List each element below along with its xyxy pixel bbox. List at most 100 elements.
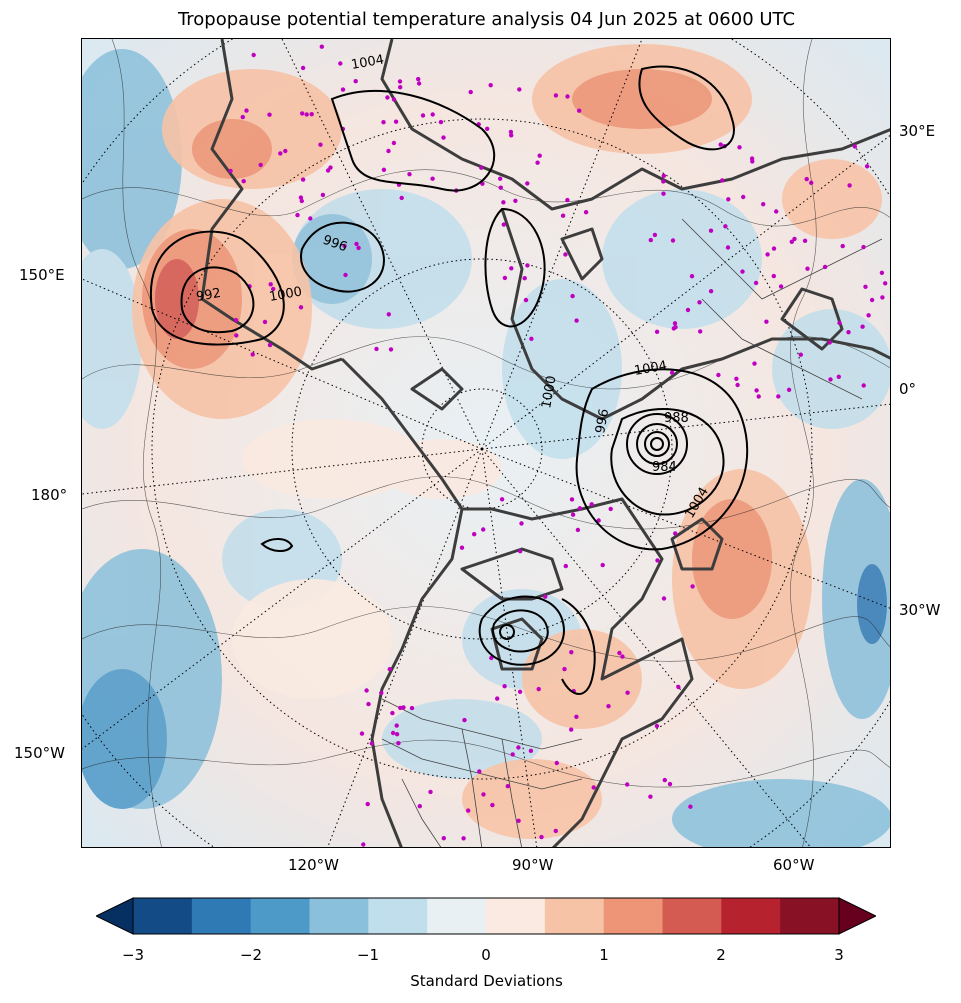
station-marker bbox=[295, 212, 300, 218]
lon-label-90w: 90°W bbox=[512, 856, 554, 874]
station-marker bbox=[407, 172, 412, 177]
station-marker bbox=[428, 789, 433, 795]
station-marker bbox=[560, 213, 566, 218]
isobar-label: 984 bbox=[652, 460, 677, 475]
isobar-label: 996 bbox=[593, 408, 612, 435]
station-marker bbox=[575, 527, 581, 533]
station-marker bbox=[251, 52, 256, 58]
station-marker bbox=[304, 112, 309, 117]
station-marker bbox=[388, 347, 394, 352]
station-marker bbox=[525, 263, 530, 268]
colorbar-bin bbox=[544, 898, 605, 934]
station-marker bbox=[536, 686, 541, 692]
station-marker bbox=[836, 374, 841, 379]
station-marker bbox=[466, 808, 471, 813]
station-marker bbox=[569, 497, 575, 502]
station-marker bbox=[847, 183, 852, 188]
station-marker bbox=[563, 252, 568, 257]
lon-label-0: 0° bbox=[899, 380, 917, 398]
station-marker bbox=[396, 741, 401, 746]
station-marker bbox=[735, 382, 740, 388]
station-marker bbox=[543, 594, 548, 599]
station-marker bbox=[852, 144, 857, 149]
tropopause-map: 1004 1000 996 992 988 984 1004 1000 996 … bbox=[82, 39, 890, 847]
station-marker bbox=[778, 284, 784, 289]
station-marker bbox=[673, 531, 678, 536]
station-marker bbox=[718, 142, 723, 147]
station-marker bbox=[516, 745, 521, 750]
station-marker bbox=[771, 246, 777, 251]
station-marker bbox=[513, 198, 518, 203]
lon-label-30e: 30°E bbox=[899, 122, 936, 140]
station-marker bbox=[570, 512, 576, 517]
colorbar-tick: −3 bbox=[121, 946, 145, 964]
station-marker bbox=[481, 527, 486, 532]
station-marker bbox=[320, 192, 326, 198]
station-marker bbox=[359, 731, 365, 736]
station-marker bbox=[481, 792, 486, 797]
station-marker bbox=[278, 151, 283, 156]
station-marker bbox=[676, 684, 681, 690]
station-marker bbox=[654, 723, 660, 729]
station-marker bbox=[661, 596, 667, 601]
station-marker bbox=[490, 802, 495, 808]
station-marker bbox=[673, 325, 678, 330]
station-marker bbox=[863, 284, 868, 289]
station-marker bbox=[600, 562, 605, 568]
station-marker bbox=[517, 689, 523, 694]
station-marker bbox=[409, 705, 415, 711]
station-marker bbox=[353, 79, 358, 84]
station-marker bbox=[398, 705, 403, 711]
station-marker bbox=[517, 87, 522, 92]
station-marker bbox=[792, 236, 797, 242]
station-marker bbox=[740, 269, 745, 274]
station-marker bbox=[509, 266, 514, 271]
station-marker bbox=[569, 650, 574, 655]
isobar-label: 1000 bbox=[539, 374, 560, 409]
station-marker bbox=[394, 723, 399, 728]
station-marker bbox=[328, 165, 333, 170]
station-marker bbox=[340, 87, 346, 92]
station-marker bbox=[416, 81, 422, 86]
station-marker bbox=[827, 340, 832, 345]
colorbar-tick: 1 bbox=[599, 946, 609, 964]
station-marker bbox=[228, 168, 233, 174]
station-marker bbox=[535, 160, 540, 165]
station-marker bbox=[589, 502, 594, 507]
station-marker bbox=[723, 224, 728, 229]
station-marker bbox=[244, 108, 249, 113]
station-marker bbox=[318, 142, 323, 147]
station-marker bbox=[670, 238, 676, 243]
graticule bbox=[82, 39, 890, 847]
station-marker bbox=[554, 760, 559, 766]
station-marker bbox=[300, 177, 306, 182]
station-marker bbox=[716, 372, 721, 378]
station-marker bbox=[577, 108, 582, 113]
station-marker bbox=[308, 216, 313, 221]
station-marker bbox=[385, 95, 390, 100]
colorbar-bin bbox=[191, 898, 252, 934]
station-marker bbox=[741, 194, 746, 200]
station-marker bbox=[809, 180, 814, 185]
isobar-label: 1004 bbox=[350, 52, 385, 73]
station-marker bbox=[565, 197, 570, 203]
station-marker bbox=[441, 836, 446, 841]
map-title: Tropopause potential temperature analysi… bbox=[177, 9, 796, 30]
station-marker bbox=[381, 167, 387, 172]
station-marker bbox=[883, 281, 888, 286]
station-marker bbox=[661, 191, 666, 196]
colorbar-bin bbox=[721, 898, 781, 934]
station-marker bbox=[574, 714, 579, 719]
colorbar-bin bbox=[133, 898, 193, 934]
pressure-contours bbox=[149, 65, 749, 695]
station-marker bbox=[774, 209, 779, 214]
station-marker bbox=[267, 112, 272, 117]
station-marker bbox=[756, 394, 761, 399]
station-marker bbox=[430, 176, 435, 181]
station-marker bbox=[430, 112, 435, 117]
station-marker bbox=[720, 178, 725, 183]
station-marker bbox=[461, 836, 466, 841]
station-marker bbox=[577, 506, 583, 511]
station-marker bbox=[502, 275, 508, 281]
station-marker bbox=[250, 352, 255, 357]
